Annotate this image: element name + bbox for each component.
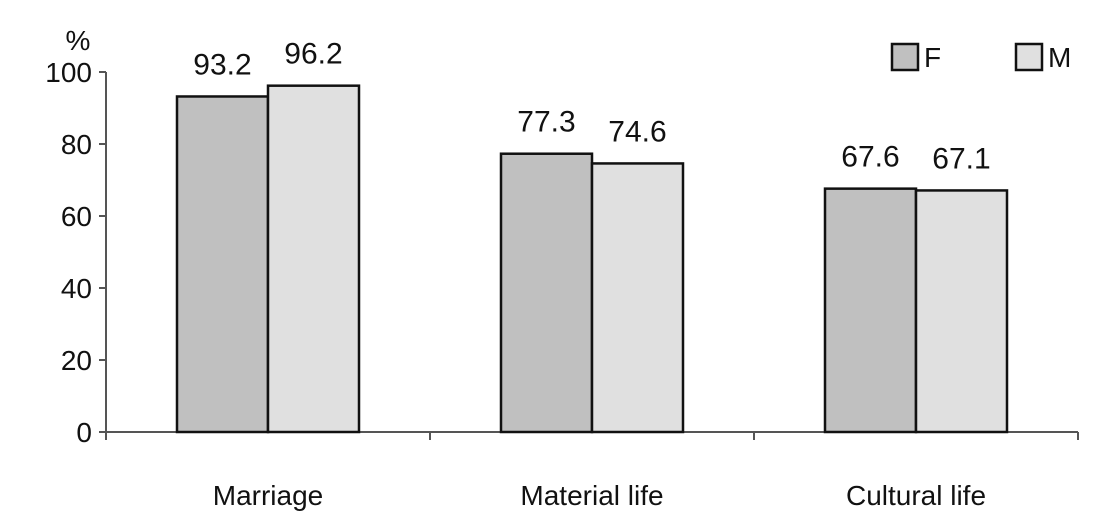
x-axis: Marriage Material life Cultural life xyxy=(105,431,1079,511)
y-axis-unit-label: % xyxy=(66,25,91,56)
category-label: Material life xyxy=(520,480,663,511)
data-labels: 93.2 96.2 77.3 74.6 67.6 67.1 xyxy=(193,38,990,176)
bars xyxy=(175,84,1009,434)
data-label: 74.6 xyxy=(608,115,666,148)
category-label: Marriage xyxy=(213,480,323,511)
legend-label: M xyxy=(1048,42,1071,73)
bar-m-2 xyxy=(914,189,1009,434)
y-tick-label: 100 xyxy=(45,57,92,88)
data-label: 77.3 xyxy=(517,106,575,139)
y-tick-label: 40 xyxy=(61,273,92,304)
bar-f-0 xyxy=(175,95,270,434)
data-label: 67.6 xyxy=(841,141,899,174)
bar-f-1 xyxy=(499,152,594,434)
y-tick-label: 20 xyxy=(61,345,92,376)
legend-swatch-f xyxy=(890,42,920,72)
category-label: Cultural life xyxy=(846,480,986,511)
data-label: 96.2 xyxy=(284,38,342,71)
y-tick-label: 0 xyxy=(76,417,92,448)
data-label: 67.1 xyxy=(932,142,990,175)
bar-m-0 xyxy=(266,84,361,434)
data-label: 93.2 xyxy=(193,48,251,81)
y-tick-label: 80 xyxy=(61,129,92,160)
legend-label: F xyxy=(924,42,941,73)
y-tick-label: 60 xyxy=(61,201,92,232)
legend-swatch-m xyxy=(1014,42,1044,72)
bar-m-1 xyxy=(590,162,685,434)
bar-f-2 xyxy=(823,187,918,434)
y-axis: 0 20 40 60 80 100 xyxy=(45,57,107,448)
